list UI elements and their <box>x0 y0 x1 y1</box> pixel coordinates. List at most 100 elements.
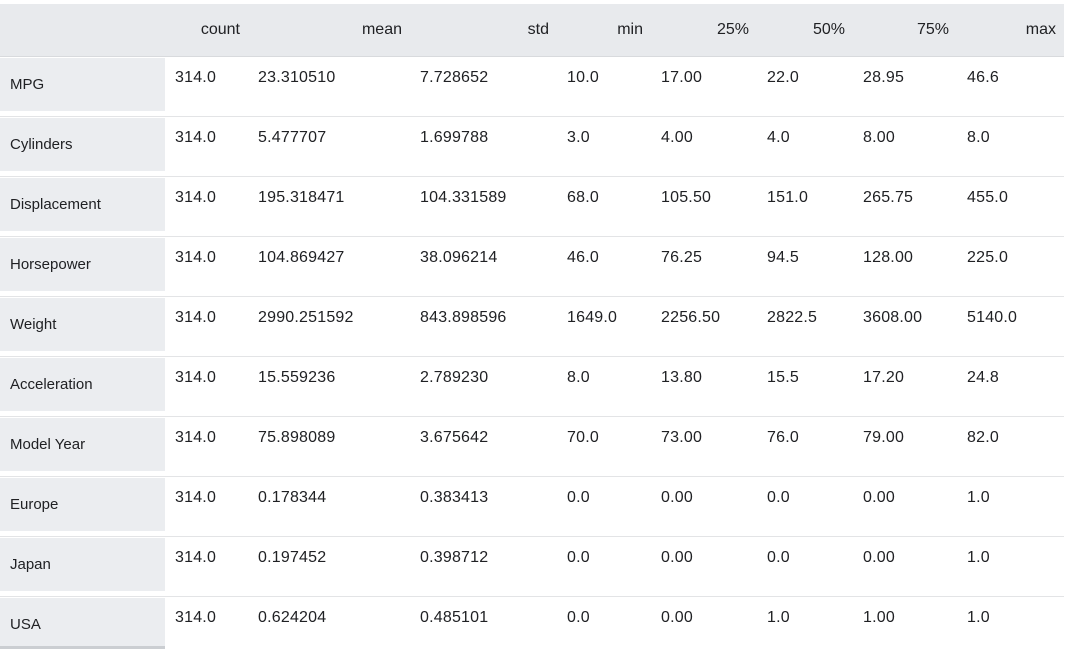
col-header-mean: mean <box>248 4 410 57</box>
value-cell: 79.00 <box>853 415 957 476</box>
row-label-cell: Acceleration <box>0 355 165 416</box>
header-row: count mean std min 25% 50% 75% max <box>0 4 1064 57</box>
row-label-cell: Horsepower <box>0 235 165 296</box>
table-body: MPG 314.0 23.310510 7.728652 10.0 17.00 22.0 28… <box>0 56 1064 649</box>
value-cell: 28.95 <box>853 56 957 116</box>
value-cell: 314.0 <box>165 235 248 296</box>
value-cell: 314.0 <box>165 355 248 416</box>
row-label: Europe <box>0 477 165 531</box>
describe-statistics-table: count mean std min 25% 50% 75% max MPG 314.0 23.3… <box>0 4 1064 649</box>
value-cell: 2256.50 <box>651 295 757 356</box>
row-label-cell: Japan <box>0 535 165 596</box>
value-cell: 5.477707 <box>248 115 410 176</box>
value-cell: 455.0 <box>957 175 1064 236</box>
col-header-count: count <box>165 4 248 57</box>
value-cell: 0.383413 <box>410 475 557 536</box>
value-cell: 2822.5 <box>757 295 853 356</box>
value-cell: 15.559236 <box>248 355 410 416</box>
value-cell: 0.485101 <box>410 595 557 649</box>
table-row: Europe 314.0 0.178344 0.383413 0.0 0.00 0.0 0.0… <box>0 475 1064 536</box>
row-label: Japan <box>0 537 165 591</box>
col-header-25pct: 25% <box>651 4 757 57</box>
value-cell: 314.0 <box>165 175 248 236</box>
value-cell: 7.728652 <box>410 56 557 116</box>
value-cell: 1.0 <box>957 535 1064 596</box>
value-cell: 195.318471 <box>248 175 410 236</box>
row-label: Model Year <box>0 417 165 471</box>
value-cell: 3.0 <box>557 115 651 176</box>
row-label: Cylinders <box>0 117 165 171</box>
value-cell: 225.0 <box>957 235 1064 296</box>
row-label-cell: Europe <box>0 475 165 536</box>
table-row: USA 314.0 0.624204 0.485101 0.0 0.00 1.0 1.00 1.… <box>0 595 1064 649</box>
value-cell: 1.0 <box>957 595 1064 649</box>
row-label: Horsepower <box>0 237 165 291</box>
value-cell: 0.00 <box>651 595 757 649</box>
col-header-75pct: 75% <box>853 4 957 57</box>
value-cell: 24.8 <box>957 355 1064 416</box>
value-cell: 23.310510 <box>248 56 410 116</box>
row-label-cell: Model Year <box>0 415 165 476</box>
value-cell: 0.00 <box>853 535 957 596</box>
header-corner-cell <box>0 4 165 57</box>
value-cell: 0.178344 <box>248 475 410 536</box>
row-label-cell: Weight <box>0 295 165 356</box>
value-cell: 17.20 <box>853 355 957 416</box>
table-row: Acceleration 314.0 15.559236 2.789230 8.0 13.… <box>0 355 1064 416</box>
value-cell: 8.0 <box>957 115 1064 176</box>
value-cell: 0.0 <box>557 475 651 536</box>
value-cell: 46.6 <box>957 56 1064 116</box>
value-cell: 15.5 <box>757 355 853 416</box>
value-cell: 0.0 <box>757 535 853 596</box>
row-label: USA <box>0 597 165 649</box>
value-cell: 843.898596 <box>410 295 557 356</box>
value-cell: 8.00 <box>853 115 957 176</box>
table-row: Weight 314.0 2990.251592 843.898596 1649.0 22… <box>0 295 1064 356</box>
col-header-max: max <box>957 4 1064 57</box>
value-cell: 0.0 <box>557 595 651 649</box>
value-cell: 2990.251592 <box>248 295 410 356</box>
table-row: MPG 314.0 23.310510 7.728652 10.0 17.00 22.0 28… <box>0 56 1064 116</box>
value-cell: 0.398712 <box>410 535 557 596</box>
table-row: Japan 314.0 0.197452 0.398712 0.0 0.00 0.0 0.00… <box>0 535 1064 596</box>
value-cell: 0.00 <box>853 475 957 536</box>
value-cell: 1.699788 <box>410 115 557 176</box>
value-cell: 73.00 <box>651 415 757 476</box>
value-cell: 94.5 <box>757 235 853 296</box>
horizontal-scrollbar-thumb[interactable] <box>0 646 165 649</box>
value-cell: 2.789230 <box>410 355 557 416</box>
value-cell: 314.0 <box>165 115 248 176</box>
value-cell: 17.00 <box>651 56 757 116</box>
value-cell: 0.624204 <box>248 595 410 649</box>
value-cell: 0.0 <box>557 535 651 596</box>
value-cell: 13.80 <box>651 355 757 416</box>
col-header-std: std <box>410 4 557 57</box>
col-header-50pct: 50% <box>757 4 853 57</box>
value-cell: 314.0 <box>165 295 248 356</box>
value-cell: 76.0 <box>757 415 853 476</box>
value-cell: 46.0 <box>557 235 651 296</box>
row-label: Acceleration <box>0 357 165 411</box>
value-cell: 3608.00 <box>853 295 957 356</box>
value-cell: 104.331589 <box>410 175 557 236</box>
row-label-cell: USA <box>0 595 165 649</box>
value-cell: 76.25 <box>651 235 757 296</box>
row-label-cell: MPG <box>0 56 165 116</box>
value-cell: 3.675642 <box>410 415 557 476</box>
value-cell: 314.0 <box>165 415 248 476</box>
value-cell: 8.0 <box>557 355 651 416</box>
value-cell: 10.0 <box>557 56 651 116</box>
value-cell: 314.0 <box>165 475 248 536</box>
value-cell: 68.0 <box>557 175 651 236</box>
row-label: Weight <box>0 297 165 351</box>
value-cell: 75.898089 <box>248 415 410 476</box>
value-cell: 314.0 <box>165 56 248 116</box>
value-cell: 5140.0 <box>957 295 1064 356</box>
value-cell: 4.00 <box>651 115 757 176</box>
value-cell: 1.00 <box>853 595 957 649</box>
value-cell: 105.50 <box>651 175 757 236</box>
value-cell: 1.0 <box>757 595 853 649</box>
row-label-cell: Cylinders <box>0 115 165 176</box>
value-cell: 1649.0 <box>557 295 651 356</box>
value-cell: 0.197452 <box>248 535 410 596</box>
